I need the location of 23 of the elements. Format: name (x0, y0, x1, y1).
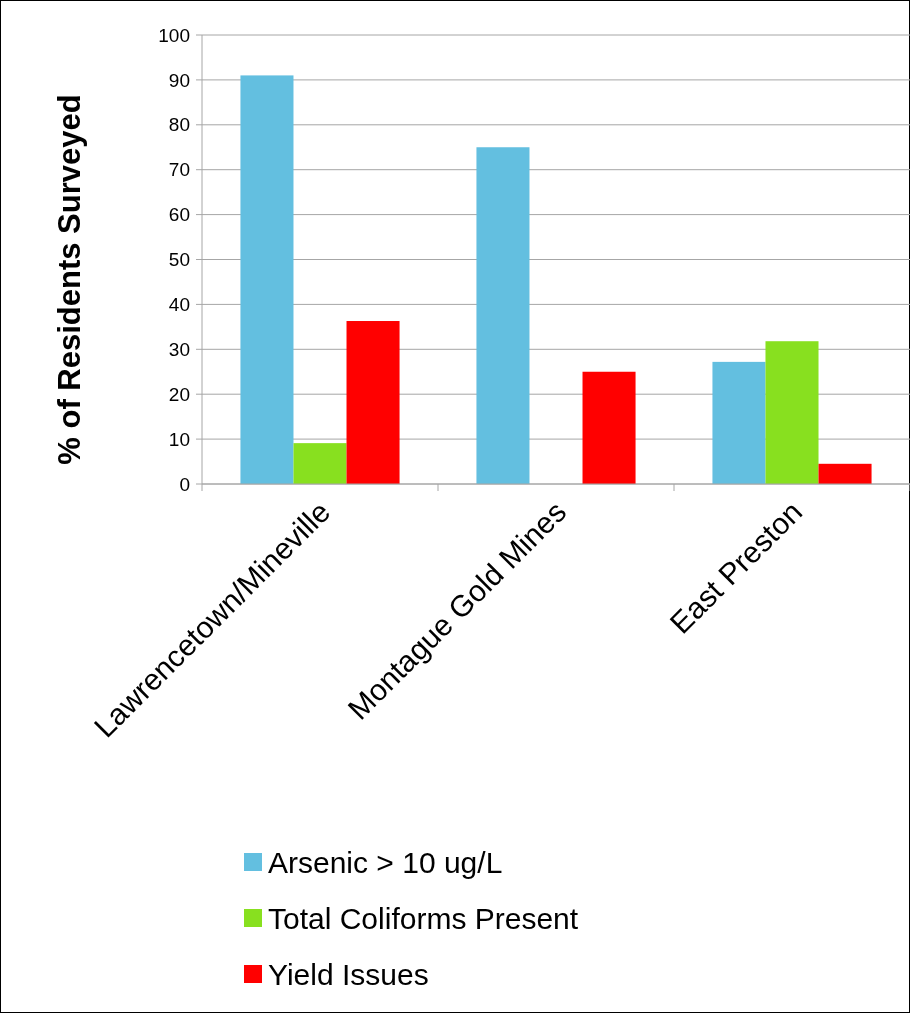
y-tick-label: 20 (168, 383, 190, 405)
y-tick-label: 40 (168, 294, 190, 316)
y-tick-label: 100 (158, 24, 190, 46)
legend-label: Total Coliforms Present (268, 901, 579, 935)
legend-label: Yield Issues (268, 957, 429, 991)
y-tick-label: 90 (168, 69, 190, 91)
bar (582, 371, 636, 484)
bar (346, 321, 400, 484)
y-tick-label: 0 (179, 473, 190, 495)
bar (476, 147, 530, 484)
bar (240, 75, 294, 484)
y-axis-title: % of Residents Surveyed (52, 94, 87, 465)
y-tick-label: 80 (168, 114, 190, 136)
bar (818, 463, 872, 484)
y-tick-label: 50 (168, 249, 190, 271)
legend-label: Arsenic > 10 ug/L (268, 845, 503, 879)
y-tick-label: 60 (168, 204, 190, 226)
y-tick-label: 70 (168, 159, 190, 181)
y-tick-label: 30 (168, 338, 190, 360)
bar (712, 361, 766, 484)
bar (765, 341, 819, 484)
bar (293, 443, 347, 484)
y-tick-label: 10 (168, 428, 190, 450)
